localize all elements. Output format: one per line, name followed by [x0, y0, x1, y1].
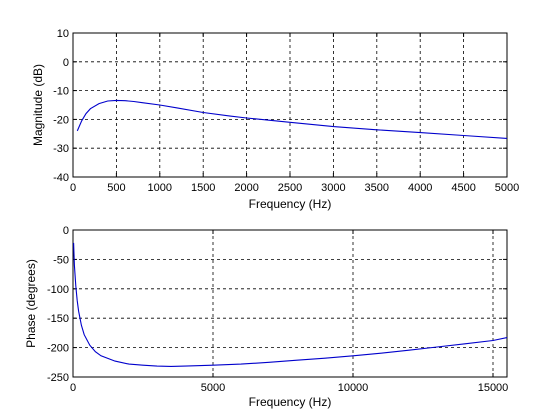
phase-axes	[72, 229, 508, 378]
magnitude-x-tick-label: 4500	[451, 182, 475, 194]
magnitude-x-tick-label: 3500	[365, 182, 389, 194]
magnitude-x-tick-label: 3000	[321, 182, 345, 194]
magnitude-plot: 0 500 1000 1500 2000 2500 3000 3500 4000 4500 5000…	[31, 28, 519, 211]
phase-x-tick-label: 10000	[338, 382, 369, 394]
phase-plot: 0 5000 10000 15000 -250 -200 -150 -100 -50 0 Frequ…	[24, 225, 508, 409]
phase-y-tick-label: -150	[47, 313, 69, 325]
phase-y-tick-label: 0	[63, 225, 69, 237]
magnitude-x-tick-label: 1500	[191, 182, 215, 194]
phase-y-tick-label: -200	[47, 343, 69, 355]
magnitude-y-tick-label: 0	[63, 57, 69, 69]
magnitude-x-tick-label: 500	[107, 182, 125, 194]
magnitude-x-tick-label: 4000	[408, 182, 432, 194]
magnitude-y-tick-label: 10	[57, 28, 69, 40]
phase-x-tick-label: 5000	[201, 382, 225, 394]
magnitude-y-axis-label: Magnitude (dB)	[31, 64, 45, 146]
magnitude-x-tick-label: 1000	[148, 182, 172, 194]
phase-y-tick-label: -50	[53, 254, 69, 266]
magnitude-x-tick-label: 2500	[278, 182, 302, 194]
magnitude-x-tick-label: 5000	[495, 182, 519, 194]
magnitude-y-tick-label: -40	[53, 172, 69, 184]
magnitude-y-tick-label: -20	[53, 114, 69, 126]
magnitude-series-line	[76, 99, 508, 139]
phase-y-tick-label: -250	[47, 372, 69, 384]
magnitude-x-tick-label: 0	[70, 182, 76, 194]
phase-x-tick-label: 15000	[478, 382, 509, 394]
magnitude-y-tick-label: -30	[53, 143, 69, 155]
phase-y-tick-label: -100	[47, 284, 69, 296]
magnitude-x-tick-label: 2000	[234, 182, 258, 194]
phase-y-axis-label: Phase (degrees)	[24, 259, 38, 348]
phase-x-axis-label: Frequency (Hz)	[249, 395, 332, 409]
phase-series-line	[73, 242, 508, 367]
magnitude-x-axis-label: Frequency (Hz)	[249, 197, 332, 211]
magnitude-y-tick-label: -10	[53, 86, 69, 98]
phase-x-tick-label: 0	[70, 382, 76, 394]
